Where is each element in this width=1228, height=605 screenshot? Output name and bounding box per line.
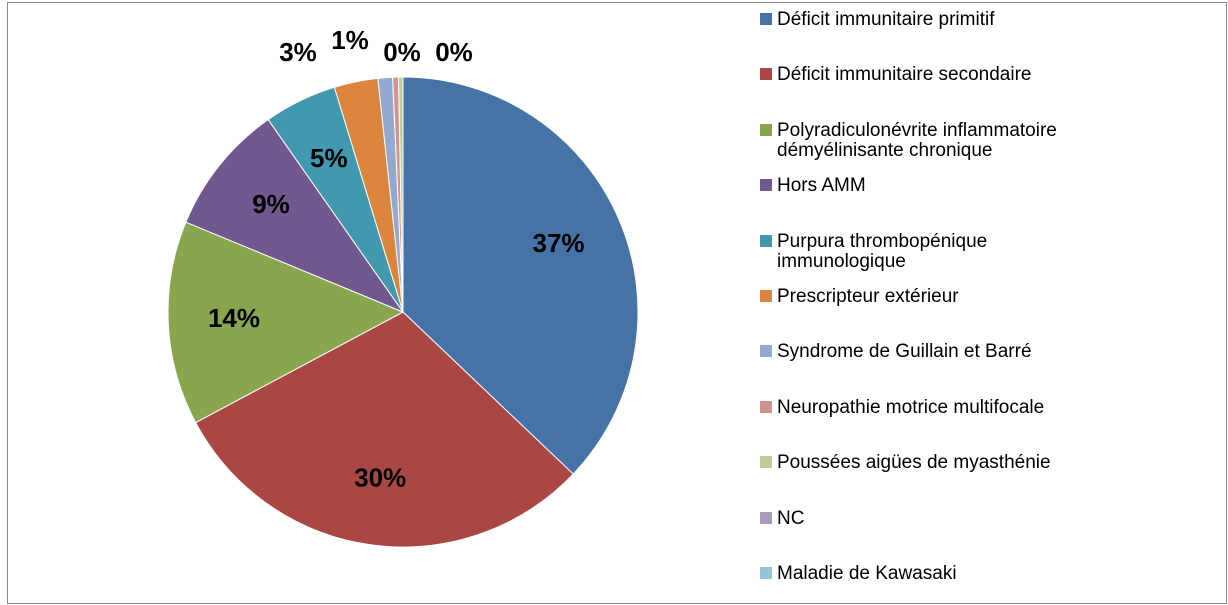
pie-slice bbox=[185, 118, 405, 314]
pie-slice bbox=[167, 221, 405, 424]
data-label: 0% bbox=[435, 37, 473, 67]
data-label: 1% bbox=[331, 25, 369, 55]
data-label: 14% bbox=[208, 303, 260, 333]
legend-label: Prescripteur extérieur bbox=[777, 286, 959, 307]
legend-item: Purpura thrombopénique immunologique bbox=[760, 230, 1100, 272]
legend-swatch bbox=[760, 400, 772, 413]
data-label: 30% bbox=[354, 463, 406, 493]
legend-swatch bbox=[760, 179, 772, 192]
legend-item: Maladie de Kawasaki bbox=[760, 564, 1100, 584]
legend-swatch bbox=[760, 345, 772, 358]
legend-label: Polyradiculonévrite inflammatoire démyél… bbox=[777, 119, 1057, 161]
legend-label: Maladie de Kawasaki bbox=[777, 563, 957, 584]
pie-slice bbox=[402, 76, 639, 475]
legend-item: Neuropathie motrice multifocale bbox=[760, 396, 1100, 418]
data-label: 3% bbox=[279, 37, 317, 67]
legend-swatch bbox=[760, 123, 772, 136]
legend-item: Syndrome de Guillain et Barré bbox=[760, 342, 1100, 362]
legend-swatch bbox=[760, 456, 772, 469]
legend-item: Polyradiculonévrite inflammatoire démyél… bbox=[760, 119, 1100, 161]
legend-label: Purpura thrombopénique immunologique bbox=[777, 230, 988, 272]
legend-item: Déficit immunitaire secondaire bbox=[760, 65, 1100, 85]
legend-swatch bbox=[760, 68, 772, 81]
legend-swatch bbox=[760, 13, 772, 25]
legend-label: Neuropathie motrice multifocale bbox=[777, 396, 1045, 418]
chart-border bbox=[7, 2, 1227, 604]
legend-label: Hors AMM bbox=[777, 175, 866, 197]
legend-swatch bbox=[760, 567, 772, 579]
legend-label: Poussées aigües de myasthénie bbox=[777, 452, 1051, 474]
legend-item: NC bbox=[760, 507, 1100, 529]
legend-item: Hors AMM bbox=[760, 176, 1100, 196]
legend-label: Déficit immunitaire secondaire bbox=[777, 64, 1032, 86]
legend-swatch bbox=[760, 511, 772, 524]
legend-item: Déficit immunitaire primitif bbox=[760, 10, 1100, 30]
legend-label: NC bbox=[777, 507, 805, 529]
legend-item: Prescripteur extérieur bbox=[760, 287, 1100, 307]
data-label: 37% bbox=[532, 228, 584, 258]
data-label: 5% bbox=[310, 143, 348, 173]
legend-label: Syndrome de Guillain et Barré bbox=[777, 341, 1032, 363]
data-label: 9% bbox=[252, 189, 290, 219]
legend-swatch bbox=[760, 234, 772, 247]
legend-item: Poussées aigües de myasthénie bbox=[760, 453, 1100, 473]
data-label: 0% bbox=[383, 37, 421, 67]
legend-swatch bbox=[760, 290, 772, 302]
pie-slice bbox=[194, 311, 574, 548]
legend-label: Déficit immunitaire primitif bbox=[777, 9, 995, 30]
